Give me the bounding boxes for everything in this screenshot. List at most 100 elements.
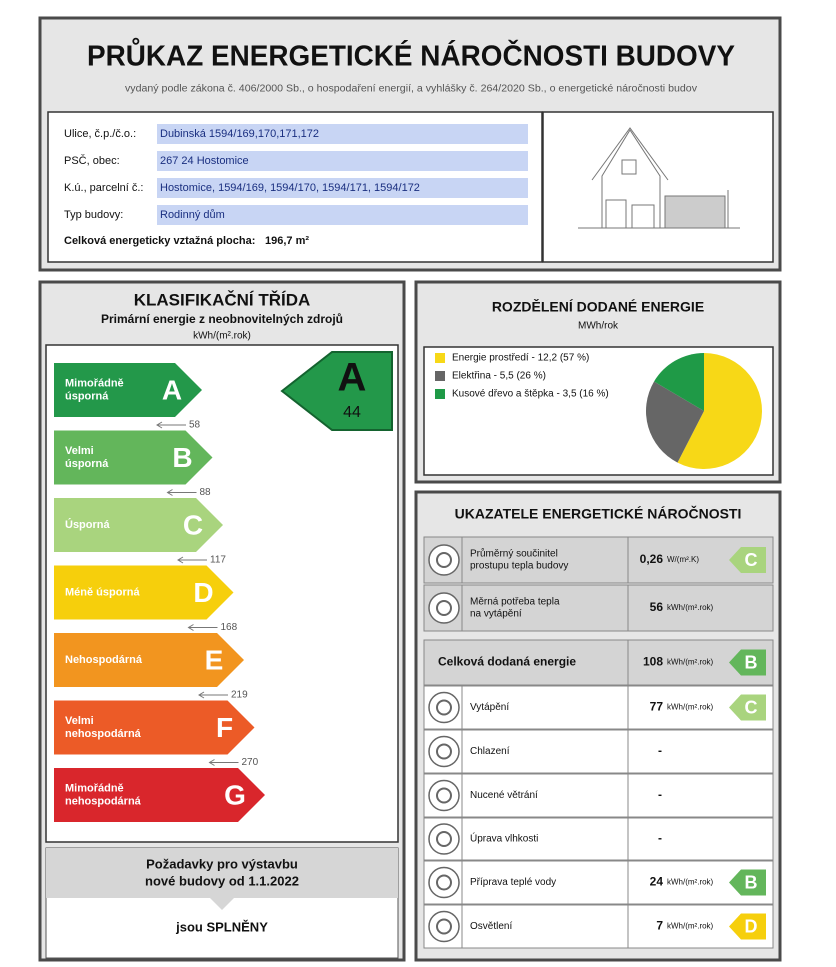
legend-label: Elektřina - 5,5 (26 %) xyxy=(452,371,546,382)
class-letter: F xyxy=(216,712,233,743)
requirement-status: jsou SPLNĚNY xyxy=(175,919,268,934)
icon-glyph xyxy=(436,831,452,847)
class-arrow xyxy=(54,363,202,417)
subtitle: vydaný podle zákona č. 406/2000 Sb., o h… xyxy=(125,84,697,95)
indicator-row xyxy=(423,904,774,949)
indicator-unit: kWh/(m².rok) xyxy=(667,878,714,887)
address-label: K.ú., parcelní č.: xyxy=(64,182,143,194)
indicator-class-arrow xyxy=(729,649,766,676)
class-arrow xyxy=(54,430,213,485)
indicator-unit: kWh/(m².rok) xyxy=(667,658,714,667)
class-label: Mimořádně xyxy=(65,377,124,389)
indicator-icon xyxy=(428,735,460,768)
class-label: Velmi xyxy=(65,445,94,457)
class-arrow xyxy=(54,565,234,620)
indicator-label: Vytápění xyxy=(470,702,509,713)
indicator-label: prostupu tepla budovy xyxy=(470,561,568,572)
indicator-class: B xyxy=(745,652,758,672)
threshold-value: 58 xyxy=(189,420,201,431)
title: PRŮKAZ ENERGETICKÉ NÁROČNOSTI BUDOVY xyxy=(87,37,735,73)
class-letter: B xyxy=(172,442,192,473)
indicator-value: 7 xyxy=(656,919,663,933)
indicator-row xyxy=(423,817,774,861)
indicator-label: Chlazení xyxy=(470,746,510,757)
legend-label: Kusové dřevo a štěpka - 3,5 (16 %) xyxy=(452,389,609,400)
class-label: úsporná xyxy=(65,458,109,470)
class-label: nehospodárná xyxy=(65,795,142,807)
indicator-icon xyxy=(428,779,460,812)
pie-slice xyxy=(654,353,704,411)
indicator-row xyxy=(423,639,774,686)
class-letter: A xyxy=(162,374,182,405)
indicator-row xyxy=(423,729,774,774)
indicator-value: - xyxy=(658,831,662,845)
indicator-label: Příprava teplé vody xyxy=(470,877,556,888)
indicator-unit: kWh/(m².rok) xyxy=(667,922,714,931)
threshold-value: 270 xyxy=(242,757,259,768)
threshold-value: 88 xyxy=(200,487,212,498)
icon-circle xyxy=(428,866,460,899)
class-label: úsporná xyxy=(65,390,109,402)
class-letter: E xyxy=(205,644,224,675)
class-label: Velmi xyxy=(65,715,94,727)
result-arrow xyxy=(280,351,393,431)
area-label: Celková energeticky vztažná plocha: xyxy=(64,235,255,247)
indicator-value: 0,26 xyxy=(640,552,664,566)
threshold-arrowhead xyxy=(166,489,173,496)
requirement-header xyxy=(46,848,398,910)
indicator-label: Celková dodaná energie xyxy=(438,655,576,669)
icon-circle xyxy=(428,735,460,768)
result-letter: A xyxy=(338,356,367,400)
legend-label: Energie prostředí - 12,2 (57 %) xyxy=(452,353,589,364)
indicator-class: C xyxy=(745,697,758,717)
image-box xyxy=(542,111,774,263)
class-label: Nehospodárná xyxy=(65,654,143,666)
indicator-class-arrow xyxy=(729,869,766,896)
icon-glyph xyxy=(436,743,452,760)
address-label: PSČ, obec: xyxy=(64,154,120,167)
threshold-arrowhead xyxy=(198,691,205,699)
indicator-icon xyxy=(428,866,460,899)
pie-slice xyxy=(677,353,762,469)
indicator-label: na vytápění xyxy=(470,609,522,620)
class-letter: D xyxy=(193,577,213,608)
indicator-class-arrow xyxy=(729,913,766,940)
indicator-unit: kWh/(m².rok) xyxy=(667,703,714,712)
indicator-row xyxy=(423,860,774,905)
indicator-value: - xyxy=(658,744,662,758)
icon-glyph xyxy=(436,600,452,616)
icon-glyph xyxy=(436,918,452,935)
classification-subtitle: Primární energie z neobnovitelných zdroj… xyxy=(101,312,343,326)
icon-circle xyxy=(428,691,460,724)
distribution-unit: MWh/rok xyxy=(578,321,619,332)
icon-glyph xyxy=(436,699,452,716)
address-label: Ulice, č.p./č.o.: xyxy=(64,128,136,140)
indicator-value: 56 xyxy=(650,600,664,614)
threshold-arrowhead xyxy=(208,759,215,766)
class-label: nehospodárná xyxy=(65,728,142,740)
indicator-icon xyxy=(428,592,460,624)
indicators-title: UKAZATELE ENERGETICKÉ NÁROČNOSTI xyxy=(455,505,742,522)
address-value: 267 24 Hostomice xyxy=(160,155,249,167)
indicator-value: 108 xyxy=(643,655,663,669)
icon-circle xyxy=(428,779,460,812)
legend-swatch xyxy=(435,389,445,399)
indicator-row xyxy=(423,773,774,818)
address-value-bg xyxy=(157,124,528,144)
result-value: 44 xyxy=(343,404,361,421)
indicator-class-arrow xyxy=(729,694,766,721)
threshold-value: 219 xyxy=(231,690,248,701)
indicator-unit: kWh/(m².rok) xyxy=(667,603,714,612)
address-value-bg xyxy=(157,205,528,225)
classification-title: KLASIFIKAČNÍ TŘÍDA xyxy=(134,290,311,309)
indicator-row xyxy=(423,584,774,632)
indicator-value: 77 xyxy=(650,700,664,714)
class-label: Mimořádně xyxy=(65,782,124,794)
address-value-bg xyxy=(157,178,528,198)
address-value: Hostomice, 1594/169, 1594/170, 1594/171,… xyxy=(160,182,420,194)
threshold-arrowhead xyxy=(156,421,163,429)
address-label: Typ budovy: xyxy=(64,209,123,221)
class-arrow xyxy=(54,700,255,755)
